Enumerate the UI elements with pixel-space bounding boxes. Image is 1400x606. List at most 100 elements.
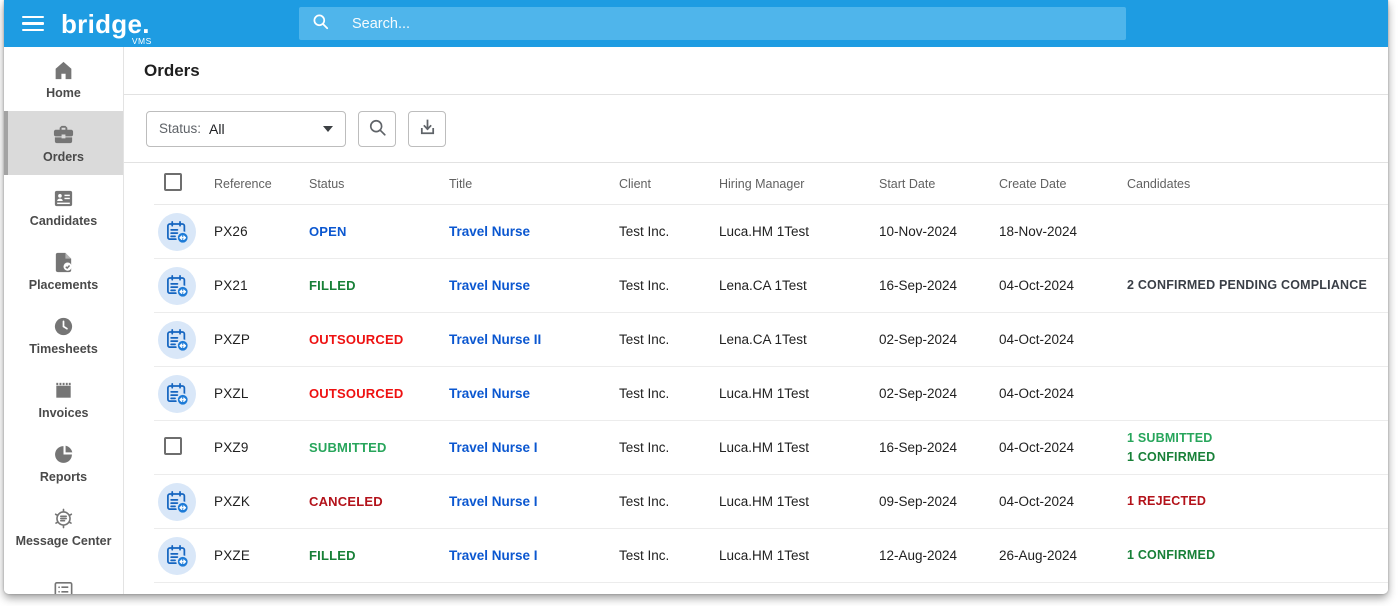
sidebar-item-label: Placements bbox=[28, 277, 99, 292]
order-create-date: 04-Oct-2024 bbox=[999, 494, 1075, 509]
select-all-checkbox[interactable] bbox=[164, 173, 182, 191]
sidebar-item-placements[interactable]: Placements bbox=[4, 239, 123, 303]
order-transfer-icon[interactable] bbox=[158, 536, 196, 575]
sidebar-item-reports[interactable]: Reports bbox=[4, 431, 123, 495]
home-icon bbox=[52, 59, 75, 83]
global-search-bar[interactable] bbox=[299, 7, 1126, 40]
briefcase-icon bbox=[52, 123, 75, 147]
table-row: PX21 FILLED Travel Nurse Test Inc. Lena.… bbox=[154, 259, 1388, 313]
magnifier-icon bbox=[367, 117, 388, 141]
column-header-reference: Reference bbox=[214, 176, 272, 191]
order-status: SUBMITTED bbox=[309, 440, 387, 455]
order-transfer-icon[interactable] bbox=[158, 374, 196, 413]
menu-icon[interactable] bbox=[22, 12, 44, 35]
order-title-link[interactable]: Travel Nurse I bbox=[449, 548, 538, 563]
sidebar-item-label: Home bbox=[46, 85, 81, 100]
order-transfer-icon[interactable] bbox=[158, 320, 196, 359]
sidebar-item-invoices[interactable]: Invoices bbox=[4, 367, 123, 431]
order-transfer-icon[interactable] bbox=[158, 212, 196, 251]
sidebar-item-label: Orders bbox=[43, 149, 84, 164]
order-candidates: 2 CONFIRMED PENDING COMPLIANCE bbox=[1127, 276, 1388, 295]
order-client: Test Inc. bbox=[619, 440, 670, 455]
row-select-cell bbox=[154, 212, 214, 251]
message-center-icon bbox=[52, 507, 75, 531]
status-filter-dropdown[interactable]: Status: All bbox=[146, 110, 346, 147]
order-title-link[interactable]: Travel Nurse bbox=[449, 278, 531, 293]
order-reference: PXZE bbox=[214, 548, 251, 563]
order-create-date: 04-Oct-2024 bbox=[999, 278, 1075, 293]
body-row: Home Orders Candidates Placements Timesh… bbox=[4, 47, 1388, 594]
order-title-link[interactable]: Travel Nurse bbox=[449, 386, 531, 401]
order-title-link[interactable]: Travel Nurse II bbox=[449, 332, 542, 347]
document-check-icon bbox=[52, 251, 75, 275]
order-status: OPEN bbox=[309, 224, 347, 239]
order-create-date: 04-Oct-2024 bbox=[999, 386, 1075, 401]
brand-logo-sub: VMS bbox=[131, 36, 152, 46]
top-bar: bridge. VMS bbox=[4, 0, 1388, 47]
clock-icon bbox=[52, 315, 75, 339]
order-title-link[interactable]: Travel Nurse I bbox=[449, 440, 538, 455]
receipt-icon bbox=[52, 379, 75, 403]
sidebar-item-label: Timesheets bbox=[29, 341, 98, 356]
table-row: PXZL OUTSOURCED Travel Nurse Test Inc. L… bbox=[154, 367, 1388, 421]
sidebar-item-orders[interactable]: Orders bbox=[4, 111, 123, 175]
sidebar-item-candidates[interactable]: Candidates bbox=[4, 175, 123, 239]
order-hiring-manager: Lena.CA 1Test bbox=[719, 332, 807, 347]
global-search-input[interactable] bbox=[352, 15, 1114, 32]
order-create-date: 04-Oct-2024 bbox=[999, 440, 1075, 455]
order-create-date: 26-Aug-2024 bbox=[999, 548, 1078, 563]
chevron-down-icon bbox=[323, 125, 333, 132]
table-row: PXZP OUTSOURCED Travel Nurse II Test Inc… bbox=[154, 313, 1388, 367]
order-client: Test Inc. bbox=[619, 386, 670, 401]
order-hiring-manager: Luca.HM 1Test bbox=[719, 548, 810, 563]
sidebar-item-message-center[interactable]: Message Center bbox=[4, 495, 123, 559]
order-transfer-icon[interactable] bbox=[158, 482, 196, 521]
order-title-link[interactable]: Travel Nurse bbox=[449, 224, 531, 239]
page-header: Orders bbox=[124, 47, 1388, 95]
table-header-row: Reference Status Title Client Hiring Man… bbox=[154, 163, 1388, 205]
order-hiring-manager: Luca.HM 1Test bbox=[719, 494, 810, 509]
status-filter-value: All bbox=[209, 120, 225, 137]
order-reference: PXZK bbox=[214, 494, 251, 509]
order-reference: PXZP bbox=[214, 332, 251, 347]
row-select-cell bbox=[154, 482, 214, 521]
order-hiring-manager: Luca.HM 1Test bbox=[719, 224, 810, 239]
row-checkbox[interactable] bbox=[164, 437, 182, 455]
column-header-candidates: Candidates bbox=[1127, 176, 1191, 191]
candidate-status: 2 CONFIRMED PENDING COMPLIANCE bbox=[1127, 278, 1368, 292]
download-button[interactable] bbox=[408, 110, 446, 147]
candidate-status: 1 SUBMITTED bbox=[1127, 430, 1213, 445]
sidebar-item-home[interactable]: Home bbox=[4, 47, 123, 111]
order-client: Test Inc. bbox=[619, 494, 670, 509]
sidebar-item-label: Reports bbox=[39, 469, 88, 484]
brand-logo-text: bridge. bbox=[61, 8, 150, 39]
search-icon bbox=[311, 12, 330, 36]
order-client: Test Inc. bbox=[619, 332, 670, 347]
orders-table: Reference Status Title Client Hiring Man… bbox=[124, 163, 1388, 583]
order-status: FILLED bbox=[309, 278, 356, 293]
order-client: Test Inc. bbox=[619, 548, 670, 563]
order-reference: PX26 bbox=[214, 224, 248, 239]
row-select-cell bbox=[154, 536, 214, 575]
sidebar-item-timesheets[interactable]: Timesheets bbox=[4, 303, 123, 367]
table-body: PX26 OPEN Travel Nurse Test Inc. Luca.HM… bbox=[154, 205, 1388, 583]
order-hiring-manager: Luca.HM 1Test bbox=[719, 386, 810, 401]
row-select-cell bbox=[154, 266, 214, 305]
order-status: OUTSOURCED bbox=[309, 386, 404, 401]
order-hiring-manager: Luca.HM 1Test bbox=[719, 440, 810, 455]
order-status: CANCELED bbox=[309, 494, 383, 509]
order-start-date: 02-Sep-2024 bbox=[879, 332, 958, 347]
order-hiring-manager: Lena.CA 1Test bbox=[719, 278, 807, 293]
sidebar-item-list[interactable] bbox=[4, 559, 123, 594]
order-start-date: 02-Sep-2024 bbox=[879, 386, 958, 401]
sidebar-item-label: Message Center bbox=[15, 533, 112, 548]
order-title-link[interactable]: Travel Nurse I bbox=[449, 494, 538, 509]
search-orders-button[interactable] bbox=[358, 110, 396, 147]
list-icon bbox=[52, 578, 75, 594]
order-candidates: 1 CONFIRMED bbox=[1127, 546, 1388, 565]
row-select-cell bbox=[154, 437, 214, 458]
order-transfer-icon[interactable] bbox=[158, 266, 196, 305]
candidate-status: 1 CONFIRMED bbox=[1127, 449, 1216, 464]
table-row: PXZE FILLED Travel Nurse I Test Inc. Luc… bbox=[154, 529, 1388, 583]
header-select-cell bbox=[154, 173, 214, 194]
